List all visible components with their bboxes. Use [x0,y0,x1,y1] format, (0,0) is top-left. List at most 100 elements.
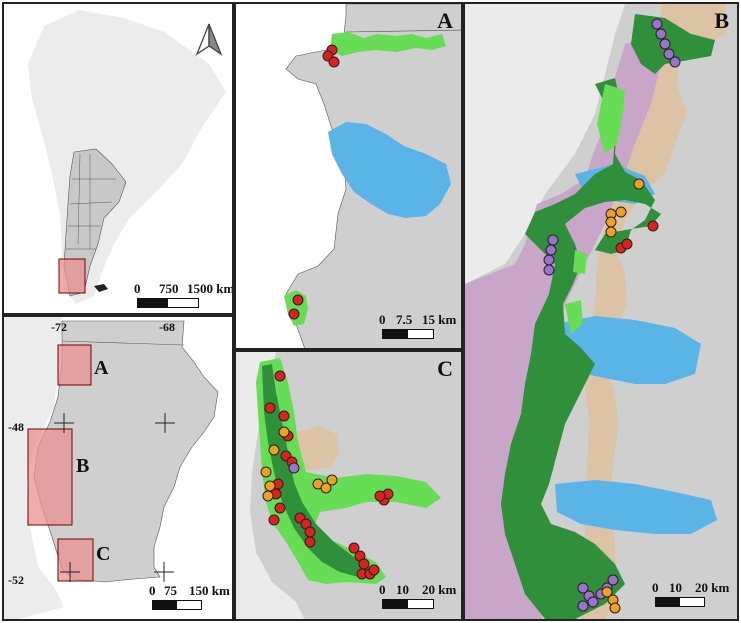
sample-point [651,18,663,30]
chile-landmass [4,317,64,619]
sample-point [615,206,627,218]
longitude-label: -68 [159,320,175,334]
forest-light-area [565,84,625,334]
sample-point [577,600,589,612]
scale-tick: 20 km [695,580,730,595]
forest-dark-area [262,364,374,578]
sample-point [268,444,280,456]
province-scale-bar: 0 75 150 km [149,583,230,610]
sample-point [547,234,559,246]
scale-tick: 0 [652,580,659,595]
tan-zone [566,4,727,619]
sample-point [288,462,300,474]
sample-point [647,220,659,232]
panel-a-scale-bar: 0 7.5 15 km [379,312,456,339]
box-c-highlight [57,538,94,582]
province-map-panel: -72 -68 -48 -52 A B C 0 75 150 km [2,315,234,621]
sample-point [659,38,671,50]
sample-point [260,466,272,478]
malvinas-islands [94,284,108,292]
sample-point [304,526,316,538]
scale-tick: 10 [669,580,682,595]
sample-point [605,226,617,238]
panel-a-label: A [437,8,453,33]
sample-point [669,56,681,68]
sample-point [605,216,617,228]
sample-point [328,56,340,68]
overview-map [28,10,226,304]
scale-tick: 0 [379,312,386,327]
overview-scale-bar: 0 750 1500 km [134,281,232,308]
latitude-label: -48 [8,420,24,434]
sample-point [543,254,555,266]
box-b-highlight [27,428,73,526]
scale-tick: 0 [134,281,141,296]
box-b-label: B [76,455,90,477]
scale-tick: 0 [149,583,156,598]
sample-point [655,28,667,40]
forest-dark-area [631,14,715,74]
panel-c-map: C 0 10 20 km [234,350,463,621]
box-a-label: A [94,357,109,379]
scale-tick: 7.5 [396,312,413,327]
forest-dark-area [501,78,661,619]
sample-point [264,480,276,492]
latitude-label: -52 [8,573,24,587]
lake-viedma [328,122,451,218]
province-map [4,317,219,619]
graticule-cross [54,413,175,582]
sample-point [268,514,280,526]
sample-point [262,490,274,502]
box-a-highlight [57,344,92,386]
scale-tick: 0 [379,582,386,597]
box-c-label: C [96,543,111,565]
sample-point [601,586,613,598]
santa-cruz-highlight [58,258,86,294]
panel-b-label: B [714,8,729,33]
scale-tick: 750 [159,281,179,296]
lake-argentino-south [555,480,717,534]
panel-b-scale-bar: 0 10 20 km [652,580,729,607]
panel-a-canvas [284,4,461,348]
sample-point [545,244,557,256]
sample-point [274,370,286,382]
north-arrow-icon [195,23,223,56]
sample-point [320,482,332,494]
sample-point [621,238,633,250]
scale-tick: 75 [164,583,177,598]
sample-point [292,294,304,306]
sample-point [663,48,675,60]
sample-point [368,564,380,576]
tan-zone [294,426,340,470]
sample-point [274,502,286,514]
panel-a-points [288,44,340,320]
panel-c-label: C [437,356,453,381]
argentina-provinces [66,153,116,250]
border-line [345,29,461,33]
scale-tick: 10 [396,582,409,597]
panel-b-points [543,18,681,614]
sample-point [326,474,338,486]
panel-b-canvas [465,4,737,619]
forest-patch [330,32,446,56]
sample-point [348,542,360,554]
sample-point [374,490,386,502]
sample-point [633,178,645,190]
panel-c-points [260,370,394,580]
chile-land [465,4,625,284]
scale-tick: 1500 km [187,281,234,296]
sample-point [358,558,370,570]
province-boundary [61,340,185,346]
sample-point [607,574,619,586]
sample-point [304,536,316,548]
panel-c-scale-bar: 0 10 20 km [379,582,456,609]
sample-point [278,410,290,422]
sample-point [587,596,599,608]
sample-point [288,308,300,320]
panel-a-map: A 0 7.5 15 km [234,2,463,350]
longitude-label: -72 [51,320,67,334]
scale-tick: 150 km [189,583,230,598]
overview-map-panel: 0 750 1500 km [2,2,234,315]
sample-point [543,264,555,276]
sample-point [278,426,290,438]
